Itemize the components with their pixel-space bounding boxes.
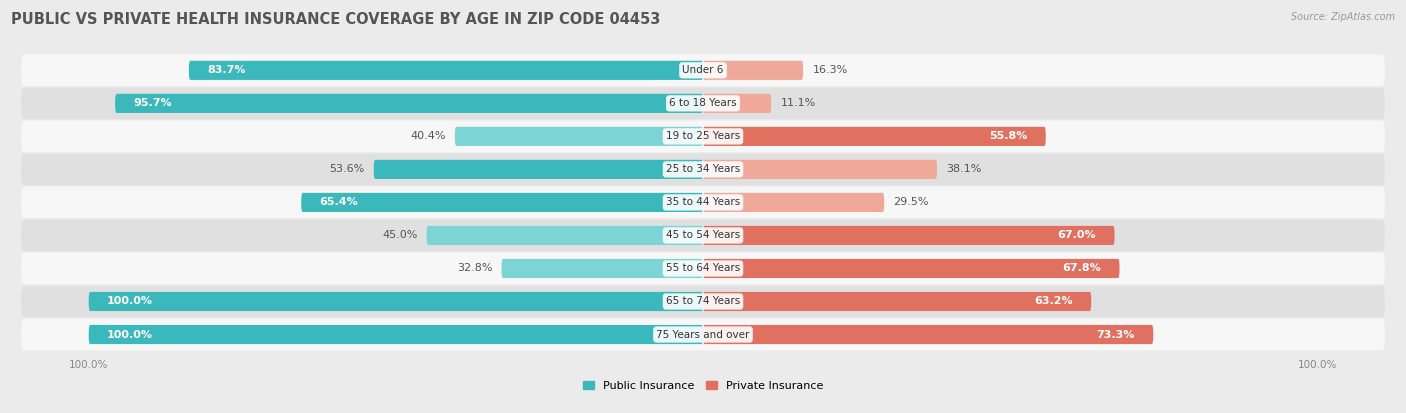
FancyBboxPatch shape	[301, 193, 703, 212]
FancyBboxPatch shape	[21, 220, 1385, 251]
Legend: Public Insurance, Private Insurance: Public Insurance, Private Insurance	[579, 376, 827, 395]
FancyBboxPatch shape	[188, 61, 703, 80]
FancyBboxPatch shape	[703, 61, 803, 80]
FancyBboxPatch shape	[703, 226, 1115, 245]
Text: 16.3%: 16.3%	[813, 65, 848, 75]
Text: 67.0%: 67.0%	[1057, 230, 1097, 240]
Text: 65.4%: 65.4%	[319, 197, 359, 207]
Text: 29.5%: 29.5%	[893, 197, 929, 207]
FancyBboxPatch shape	[426, 226, 703, 245]
Text: 32.8%: 32.8%	[457, 263, 492, 273]
Text: 6 to 18 Years: 6 to 18 Years	[669, 98, 737, 108]
Text: 95.7%: 95.7%	[134, 98, 172, 108]
FancyBboxPatch shape	[21, 55, 1385, 86]
Text: Under 6: Under 6	[682, 65, 724, 75]
Text: 63.2%: 63.2%	[1035, 297, 1073, 306]
FancyBboxPatch shape	[374, 160, 703, 179]
FancyBboxPatch shape	[89, 325, 703, 344]
FancyBboxPatch shape	[502, 259, 703, 278]
Text: 35 to 44 Years: 35 to 44 Years	[666, 197, 740, 207]
FancyBboxPatch shape	[703, 127, 1046, 146]
Text: 67.8%: 67.8%	[1063, 263, 1101, 273]
Text: 11.1%: 11.1%	[780, 98, 815, 108]
FancyBboxPatch shape	[454, 127, 703, 146]
Text: 55 to 64 Years: 55 to 64 Years	[666, 263, 740, 273]
FancyBboxPatch shape	[21, 253, 1385, 284]
Text: 53.6%: 53.6%	[329, 164, 364, 174]
Text: 19 to 25 Years: 19 to 25 Years	[666, 131, 740, 141]
FancyBboxPatch shape	[703, 94, 770, 113]
FancyBboxPatch shape	[703, 193, 884, 212]
FancyBboxPatch shape	[21, 286, 1385, 317]
FancyBboxPatch shape	[703, 292, 1091, 311]
FancyBboxPatch shape	[703, 325, 1153, 344]
FancyBboxPatch shape	[89, 292, 703, 311]
FancyBboxPatch shape	[703, 160, 936, 179]
Text: 73.3%: 73.3%	[1097, 330, 1135, 339]
Text: PUBLIC VS PRIVATE HEALTH INSURANCE COVERAGE BY AGE IN ZIP CODE 04453: PUBLIC VS PRIVATE HEALTH INSURANCE COVER…	[11, 12, 661, 27]
FancyBboxPatch shape	[21, 88, 1385, 119]
FancyBboxPatch shape	[21, 319, 1385, 350]
Text: 100.0%: 100.0%	[107, 330, 153, 339]
FancyBboxPatch shape	[115, 94, 703, 113]
FancyBboxPatch shape	[703, 259, 1119, 278]
Text: 38.1%: 38.1%	[946, 164, 981, 174]
Text: 45.0%: 45.0%	[382, 230, 418, 240]
Text: Source: ZipAtlas.com: Source: ZipAtlas.com	[1291, 12, 1395, 22]
FancyBboxPatch shape	[21, 154, 1385, 185]
Text: 40.4%: 40.4%	[411, 131, 446, 141]
Text: 25 to 34 Years: 25 to 34 Years	[666, 164, 740, 174]
Text: 83.7%: 83.7%	[207, 65, 246, 75]
Text: 45 to 54 Years: 45 to 54 Years	[666, 230, 740, 240]
Text: 65 to 74 Years: 65 to 74 Years	[666, 297, 740, 306]
Text: 55.8%: 55.8%	[988, 131, 1028, 141]
FancyBboxPatch shape	[21, 187, 1385, 218]
Text: 100.0%: 100.0%	[107, 297, 153, 306]
FancyBboxPatch shape	[21, 121, 1385, 152]
Text: 75 Years and over: 75 Years and over	[657, 330, 749, 339]
